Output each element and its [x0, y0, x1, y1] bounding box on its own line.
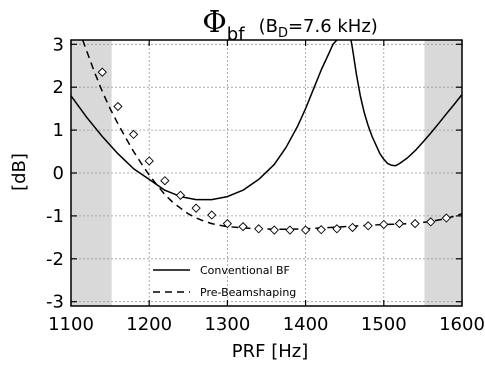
diamond-marker	[347, 222, 358, 233]
x-tick-label: 1300	[204, 314, 250, 335]
diamond-marker	[113, 101, 123, 112]
y-tick-label: 3	[53, 34, 64, 55]
x-tick-label: 1600	[439, 314, 485, 335]
y-tick-label: -1	[46, 206, 64, 227]
diamond-marker	[160, 176, 170, 186]
y-tick-label: 0	[53, 163, 64, 184]
y-axis-label: [dB]	[9, 153, 30, 191]
y-tick-label: -3	[46, 292, 64, 313]
legend: Conventional BF Pre-Beamshaping	[153, 264, 296, 299]
diamond-marker	[441, 213, 451, 223]
series-layer	[70, 39, 463, 230]
title-params-subscript: D	[278, 26, 288, 41]
diamond-marker	[269, 225, 279, 235]
ticks	[70, 40, 463, 306]
diamond-marker	[254, 224, 264, 234]
x-tick-labels: 1100 1200 1300 1400 1500 1600	[48, 314, 485, 335]
series-line-2	[81, 39, 463, 230]
diamond-marker	[97, 67, 107, 77]
diamond-marker	[410, 218, 420, 229]
legend-label-prebeamshaping: Pre-Beamshaping	[200, 286, 296, 299]
diamond-marker	[332, 224, 342, 234]
title-params-suffix: =7.6 kHz)	[288, 16, 378, 37]
x-axis-label: PRF [Hz]	[232, 341, 308, 362]
diamond-marker	[394, 218, 405, 229]
diamond-marker	[379, 219, 389, 230]
diamond-marker	[128, 129, 139, 140]
legend-label-conventional: Conventional BF	[200, 264, 290, 277]
title-symbol: Φ	[202, 5, 227, 40]
x-tick-label: 1100	[48, 314, 94, 335]
y-tick-label: 1	[53, 120, 64, 141]
series-line-0	[70, 39, 338, 201]
series-line-1	[350, 39, 463, 167]
y-tick-labels: -3 -2 -1 0 1 2 3	[46, 34, 64, 312]
diamond-marker	[207, 210, 217, 220]
diamond-marker	[144, 156, 154, 166]
diamond-marker	[285, 225, 295, 235]
diamond-marker	[316, 224, 326, 235]
x-tick-label: 1200	[126, 314, 172, 335]
x-tick-label: 1400	[283, 314, 329, 335]
y-tick-label: 2	[53, 77, 64, 98]
diamond-marker	[175, 190, 186, 200]
diamond-marker	[426, 217, 436, 227]
y-tick-label: -2	[46, 249, 64, 270]
markers	[97, 67, 451, 235]
diamond-marker	[222, 218, 233, 229]
x-tick-label: 1500	[361, 314, 407, 335]
grid	[71, 40, 462, 306]
diamond-marker	[363, 221, 373, 231]
diamond-marker	[300, 225, 311, 235]
title-params-prefix: (B	[259, 16, 278, 37]
title-subscript: bf	[227, 24, 245, 45]
diamond-marker	[191, 203, 201, 213]
diamond-marker	[238, 221, 248, 232]
chart-title: Φbf (BD=7.6 kHz)	[202, 5, 378, 45]
